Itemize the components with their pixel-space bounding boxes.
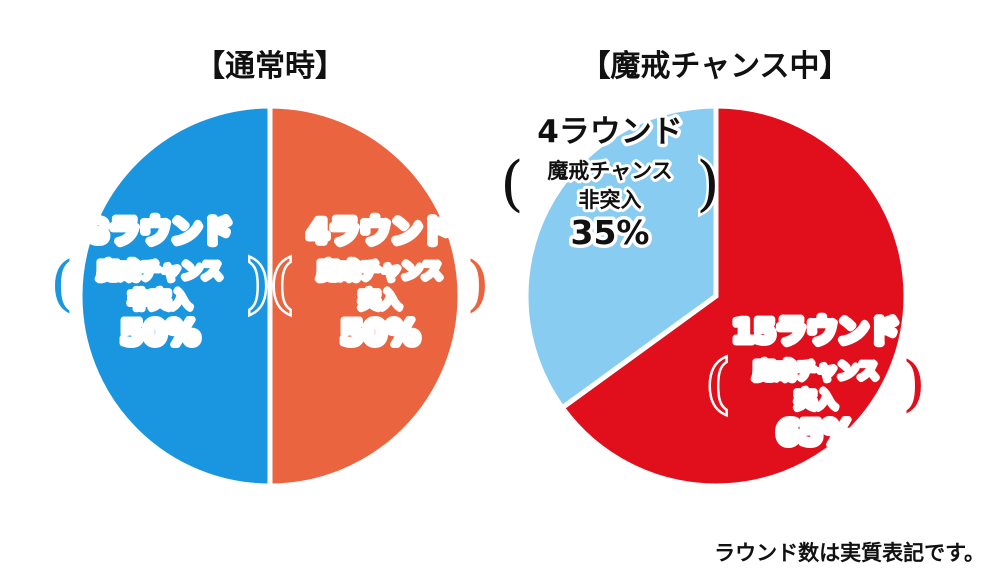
slice-round-label: 4ラウンド xyxy=(307,214,453,250)
slice-round-label: 15ラウンド xyxy=(732,314,899,350)
pie-0-slice-0 xyxy=(77,103,273,489)
slice-sub-label: 魔戒チャンス xyxy=(97,259,222,283)
slice-percent-label: 50% xyxy=(121,313,200,352)
slice-percent-label: 35% xyxy=(571,213,650,252)
pie-1-slice-1 xyxy=(523,103,719,412)
slice-round-label: 8ラウンド xyxy=(87,214,233,250)
slice-percent-label: 50% xyxy=(341,313,420,352)
slice-sub-label: 魔戒チャンス xyxy=(547,159,672,183)
open-paren-icon: ( xyxy=(500,149,523,219)
slice-sub-label: 突入 xyxy=(359,288,401,312)
open-paren-icon: ( xyxy=(706,349,729,419)
chart-title-makai-chance: 【魔戒チャンス中】 xyxy=(580,49,849,84)
open-paren-icon: ( xyxy=(50,249,73,319)
close-paren-icon: ) xyxy=(246,249,269,319)
slice-percent-label: 65% xyxy=(777,413,856,452)
slice-sub-label: 非突入 xyxy=(579,188,642,212)
open-paren-icon: ( xyxy=(270,249,293,319)
slice-round-label: 4ラウンド xyxy=(537,114,683,150)
footnote: ラウンド数は実質表記です。 xyxy=(714,541,985,565)
close-paren-icon: ) xyxy=(902,349,925,419)
slice-sub-label: 魔戒チャンス xyxy=(317,259,442,283)
slice-sub-label: 突入 xyxy=(795,388,837,412)
chart-title-normal: 【通常時】 xyxy=(195,49,345,84)
close-paren-icon: ) xyxy=(696,149,719,219)
slice-sub-label: 魔戒チャンス xyxy=(753,359,878,383)
close-paren-icon: ) xyxy=(466,249,489,319)
slice-sub-label: 非突入 xyxy=(129,288,192,312)
pie-0-slice-1 xyxy=(267,103,463,489)
pie-1-slice-0 xyxy=(558,103,909,489)
